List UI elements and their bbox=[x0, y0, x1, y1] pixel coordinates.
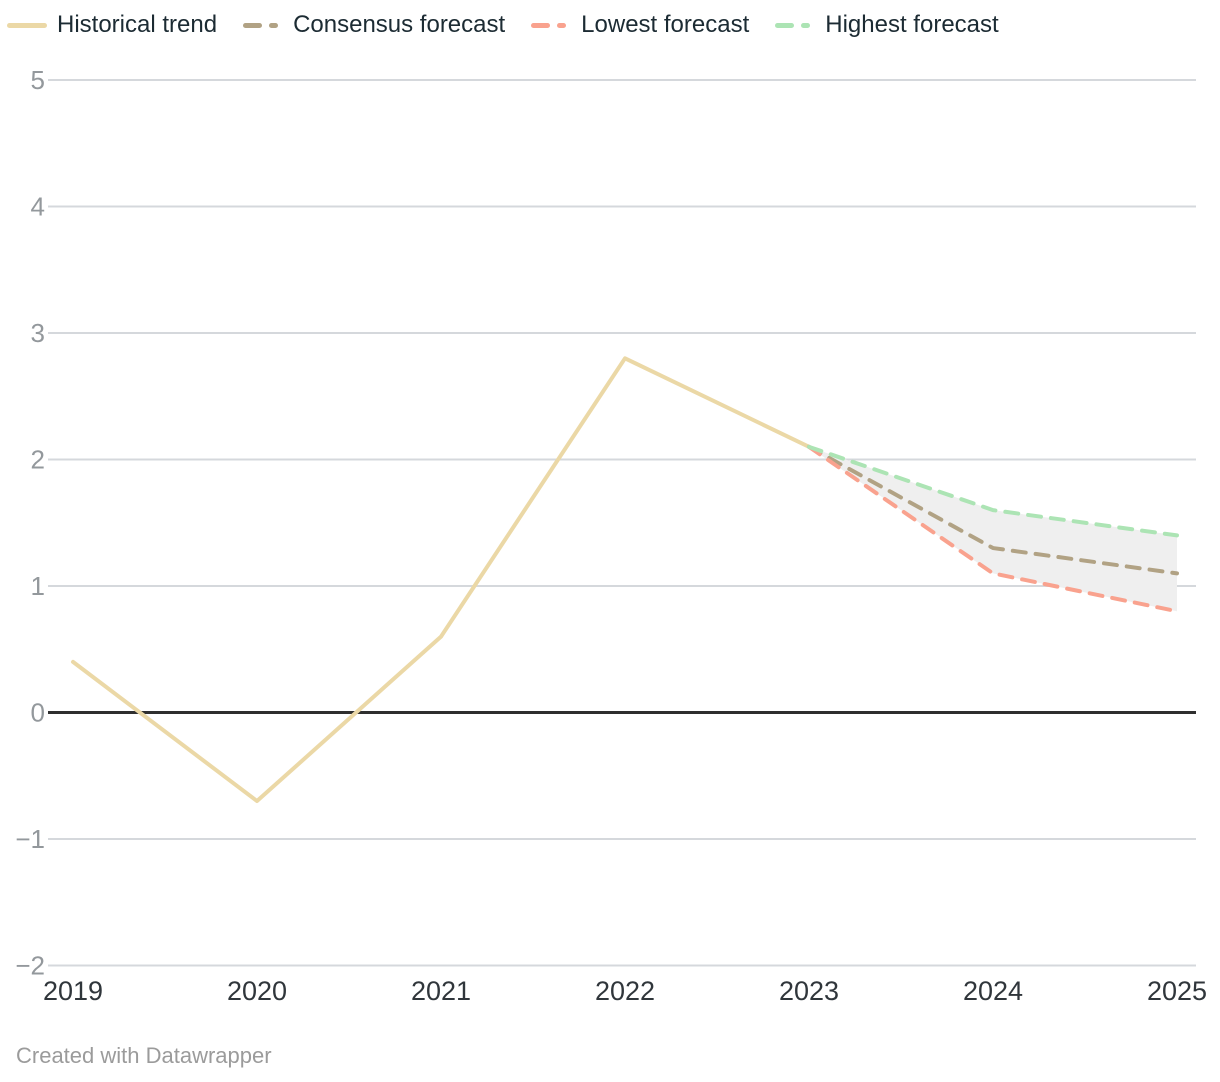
x-tick-label: 2023 bbox=[779, 976, 839, 1006]
series-line-historical-trend bbox=[71, 356, 811, 804]
y-tick-label: −2 bbox=[15, 950, 45, 980]
forecast-range-band bbox=[809, 446, 1177, 612]
series-line-highest-forecast bbox=[807, 444, 1179, 538]
datawrapper-credit: Created with Datawrapper bbox=[16, 1043, 272, 1068]
y-tick-label: −1 bbox=[15, 824, 45, 854]
legend-item-consensus-forecast: Consensus forecast bbox=[243, 13, 505, 37]
legend-label: Historical trend bbox=[57, 11, 218, 38]
legend-label: Highest forecast bbox=[825, 11, 999, 38]
x-tick-label: 2022 bbox=[595, 976, 655, 1006]
series-line-consensus-forecast bbox=[807, 444, 1179, 576]
x-tick-label: 2020 bbox=[227, 976, 287, 1006]
legend-swatch-dashed-line-icon bbox=[775, 22, 815, 28]
legend-item-highest-forecast: Highest forecast bbox=[775, 11, 999, 38]
x-tick-label: 2019 bbox=[43, 976, 103, 1006]
legend-swatch-dashed-line-icon bbox=[531, 22, 571, 28]
legend-swatch-dashed-line-icon bbox=[243, 22, 283, 28]
legend-item-historical-trend: Historical trend bbox=[7, 13, 217, 37]
y-tick-label: 4 bbox=[31, 191, 45, 221]
y-tick-label: 5 bbox=[31, 65, 45, 95]
x-tick-label: 2025 bbox=[1147, 976, 1207, 1006]
legend-label: Lowest forecast bbox=[581, 11, 750, 38]
legend-label: Consensus forecast bbox=[293, 11, 506, 38]
x-tick-label: 2021 bbox=[411, 976, 471, 1006]
series-line-lowest-forecast bbox=[807, 444, 1179, 614]
y-tick-label: 1 bbox=[31, 571, 45, 601]
legend-item-lowest-forecast: Lowest forecast bbox=[531, 13, 749, 37]
chart-legend: Historical trend Consensus forecast Lowe… bbox=[7, 13, 999, 37]
legend-swatch-solid-line-icon bbox=[7, 22, 47, 28]
y-tick-label: 0 bbox=[31, 697, 45, 727]
y-tick-label: 3 bbox=[31, 318, 45, 348]
x-tick-label: 2024 bbox=[963, 976, 1023, 1006]
y-tick-label: 2 bbox=[31, 444, 45, 474]
